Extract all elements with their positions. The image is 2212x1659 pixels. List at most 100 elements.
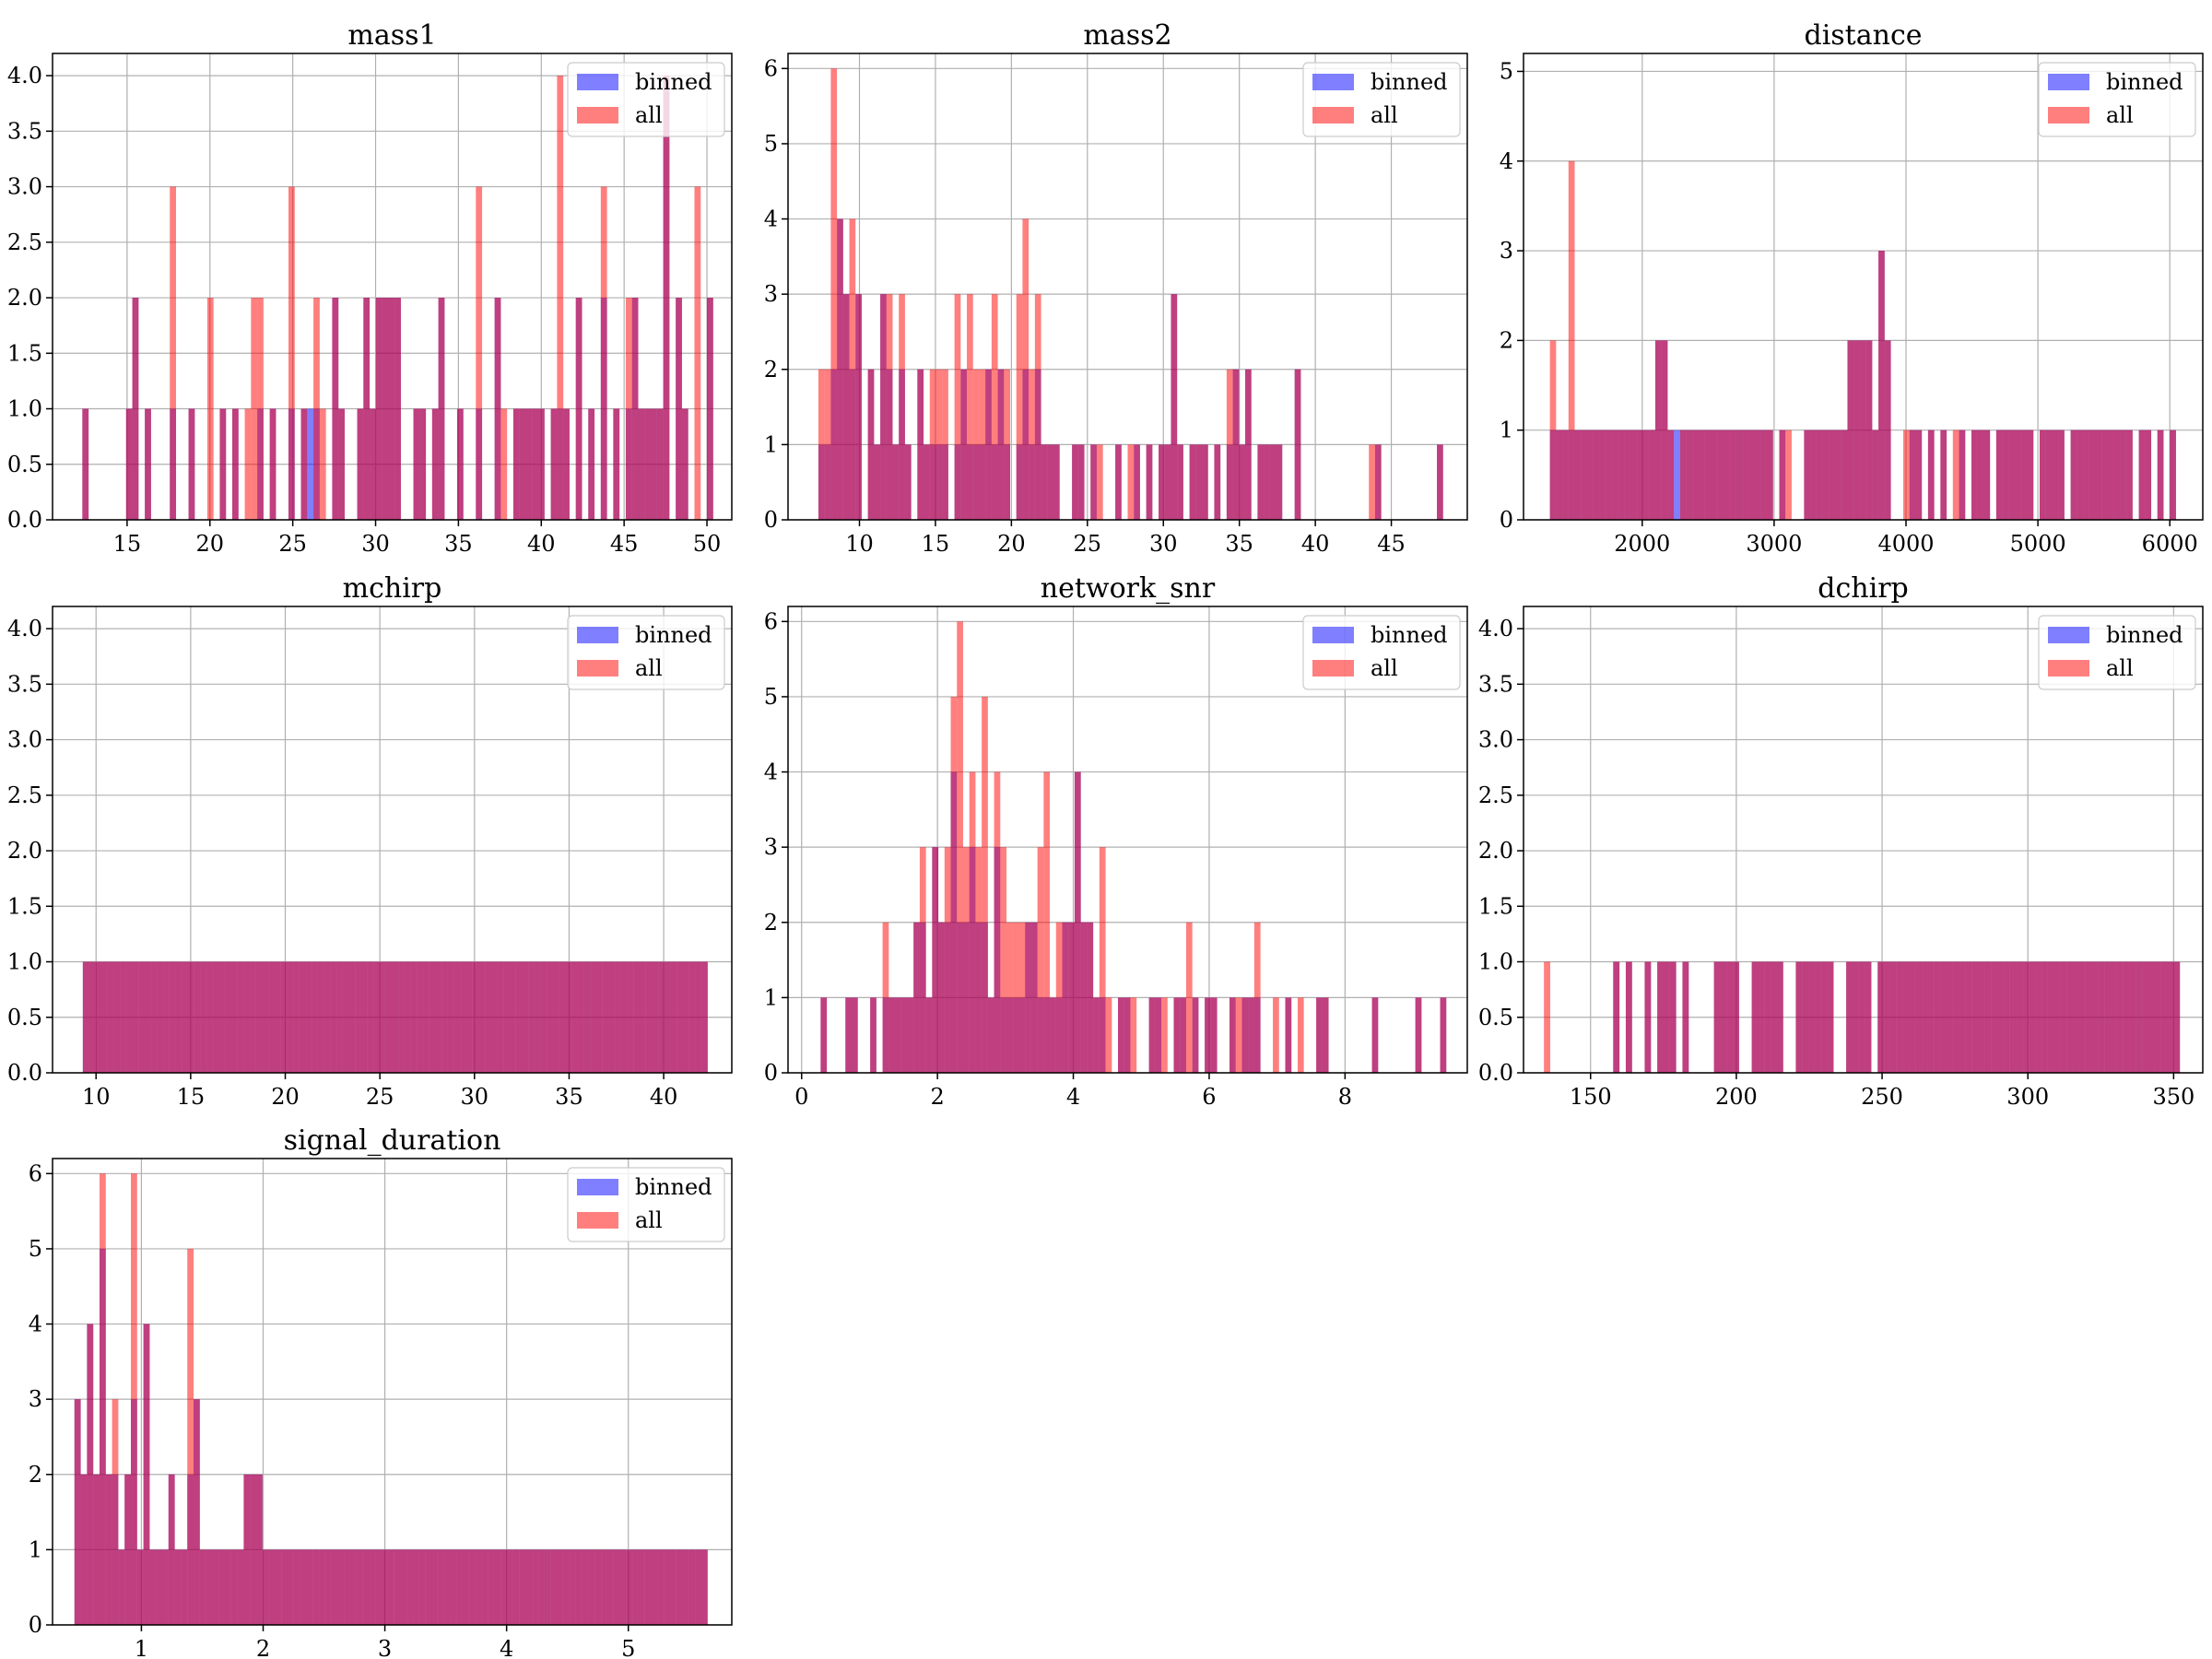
histogram-bar-all	[1642, 429, 1650, 520]
histogram-bar-all	[1080, 922, 1088, 1073]
histogram-bar-all	[1613, 961, 1620, 1073]
legend-swatch-all	[577, 107, 618, 124]
histogram-bar-all	[870, 997, 877, 1073]
y-tick-label: 2.0	[1478, 838, 1513, 864]
histogram-bar-all	[500, 408, 508, 520]
histogram-bar-all	[1884, 961, 1890, 1073]
histogram-bar-all	[1776, 961, 1783, 1073]
histogram-bar-all	[588, 1549, 595, 1625]
histogram-bar-all	[625, 298, 632, 520]
y-tick-label: 3	[29, 1386, 42, 1412]
histogram-bar-all	[319, 408, 326, 520]
x-tick-label: 150	[1570, 1084, 1612, 1110]
histogram-bar-all	[332, 298, 339, 520]
histogram-bar-all	[251, 298, 258, 520]
histogram-bar-all	[2060, 961, 2067, 1073]
histogram-bar-all	[1415, 997, 1422, 1073]
histogram-bar-all	[1751, 961, 1759, 1073]
histogram-bar-all	[1185, 922, 1193, 1073]
histogram-bar-all	[187, 1248, 194, 1625]
histogram-bar-all	[544, 1549, 551, 1625]
x-tick-label: 250	[1861, 1084, 1903, 1110]
histogram-bar-all	[132, 961, 139, 1073]
histogram-bar-all	[1581, 429, 1587, 520]
y-tick-label: 1.5	[1478, 893, 1513, 919]
histogram-bar-all	[613, 1549, 620, 1625]
histogram-bar-all	[2073, 961, 2079, 1073]
histogram-bar-all	[1134, 444, 1140, 520]
histogram-bar-all	[1285, 997, 1292, 1073]
axes-frame	[787, 53, 1468, 521]
histogram-bar-all	[2029, 961, 2036, 1073]
histogram-bar-all	[2170, 429, 2176, 520]
histogram-bar-all	[512, 408, 520, 520]
histogram-bar-all	[268, 961, 275, 1073]
y-tick-label: 4.0	[1478, 616, 1513, 641]
histogram-bar-all	[2111, 961, 2117, 1073]
histogram-bar-all	[1244, 369, 1252, 520]
histogram-bar-all	[570, 1549, 576, 1625]
y-tick-label: 0.0	[7, 1060, 42, 1086]
histogram-bar-all	[1804, 429, 1811, 520]
histogram-bar-all	[441, 961, 448, 1073]
histogram-bar-all	[547, 961, 554, 1073]
histogram-bar-all	[375, 1549, 382, 1625]
histogram-bar-all	[2101, 429, 2108, 520]
x-tick-label: 25	[1074, 531, 1102, 557]
histogram-bar-all	[1611, 429, 1618, 520]
histogram-bar-all	[80, 1474, 88, 1625]
histogram-bar-all	[463, 1549, 470, 1625]
histogram-bar-all	[400, 1549, 407, 1625]
histogram-bar-all	[1316, 997, 1323, 1073]
histogram-bar-all	[256, 1474, 263, 1625]
axes-frame	[52, 53, 733, 521]
x-tick-label: 5000	[2010, 531, 2066, 557]
histogram-bar-all	[2088, 429, 2096, 520]
histogram-bar-all	[1155, 997, 1162, 1073]
y-tick-label: 2.5	[7, 782, 42, 808]
histogram-bar-all	[837, 218, 843, 520]
y-tick-label: 3	[764, 281, 778, 307]
histogram-bar-all	[200, 961, 207, 1073]
histogram-bar-all	[954, 294, 961, 520]
histogram-bar-all	[688, 961, 696, 1073]
histogram-bar-all	[392, 961, 399, 1073]
y-tick-label: 1	[764, 984, 778, 1010]
y-tick-label: 0.5	[7, 1005, 42, 1030]
histogram-bar-all	[1865, 340, 1873, 520]
histogram-bar-all	[2120, 429, 2127, 520]
histogram-bar-all	[695, 1549, 701, 1625]
histogram-panel: 10 15 20 25 30 35 40 0.0 0.5 1.0 1.5 2.0 2.5 3.0 3.5 4.…	[7, 572, 733, 1110]
histogram-bar-all	[1711, 429, 1718, 520]
histogram-bar-all	[125, 408, 133, 520]
histogram-bar-all	[99, 1173, 106, 1625]
y-tick-label: 0	[29, 1612, 42, 1638]
histogram-bar-all	[423, 961, 429, 1073]
histogram-bar-all	[676, 298, 682, 520]
histogram-bar-all	[82, 961, 89, 1073]
histogram-bar-all	[1940, 961, 1947, 1073]
histogram-bar-all	[2116, 961, 2124, 1073]
histogram-bar-all	[1682, 961, 1689, 1073]
histogram-bar-all	[1859, 340, 1866, 520]
legend-swatch-binned	[2048, 627, 2089, 643]
histogram-bar-all	[157, 961, 164, 1073]
histogram-bar-all	[1146, 444, 1153, 520]
histogram-bar-all	[312, 1549, 320, 1625]
histogram-bar-all	[1720, 961, 1727, 1073]
legend-label-binned: binned	[2106, 69, 2183, 95]
histogram-bar-all	[2078, 961, 2086, 1073]
histogram-bar-all	[406, 1549, 414, 1625]
histogram-bar-all	[1713, 961, 1721, 1073]
histogram-bar-all	[925, 997, 933, 1073]
x-tick-label: 40	[527, 531, 556, 557]
legend-label-all: all	[635, 655, 663, 681]
histogram-bar-all	[1189, 444, 1196, 520]
histogram-bar-all	[1699, 429, 1705, 520]
histogram-bar-all	[582, 1549, 589, 1625]
histogram-bar-all	[438, 1549, 445, 1625]
y-tick-label: 2	[29, 1462, 42, 1488]
histogram-bar-all	[1841, 429, 1848, 520]
histogram-bar-all	[299, 961, 306, 1073]
histogram-bar-all	[312, 961, 318, 1073]
